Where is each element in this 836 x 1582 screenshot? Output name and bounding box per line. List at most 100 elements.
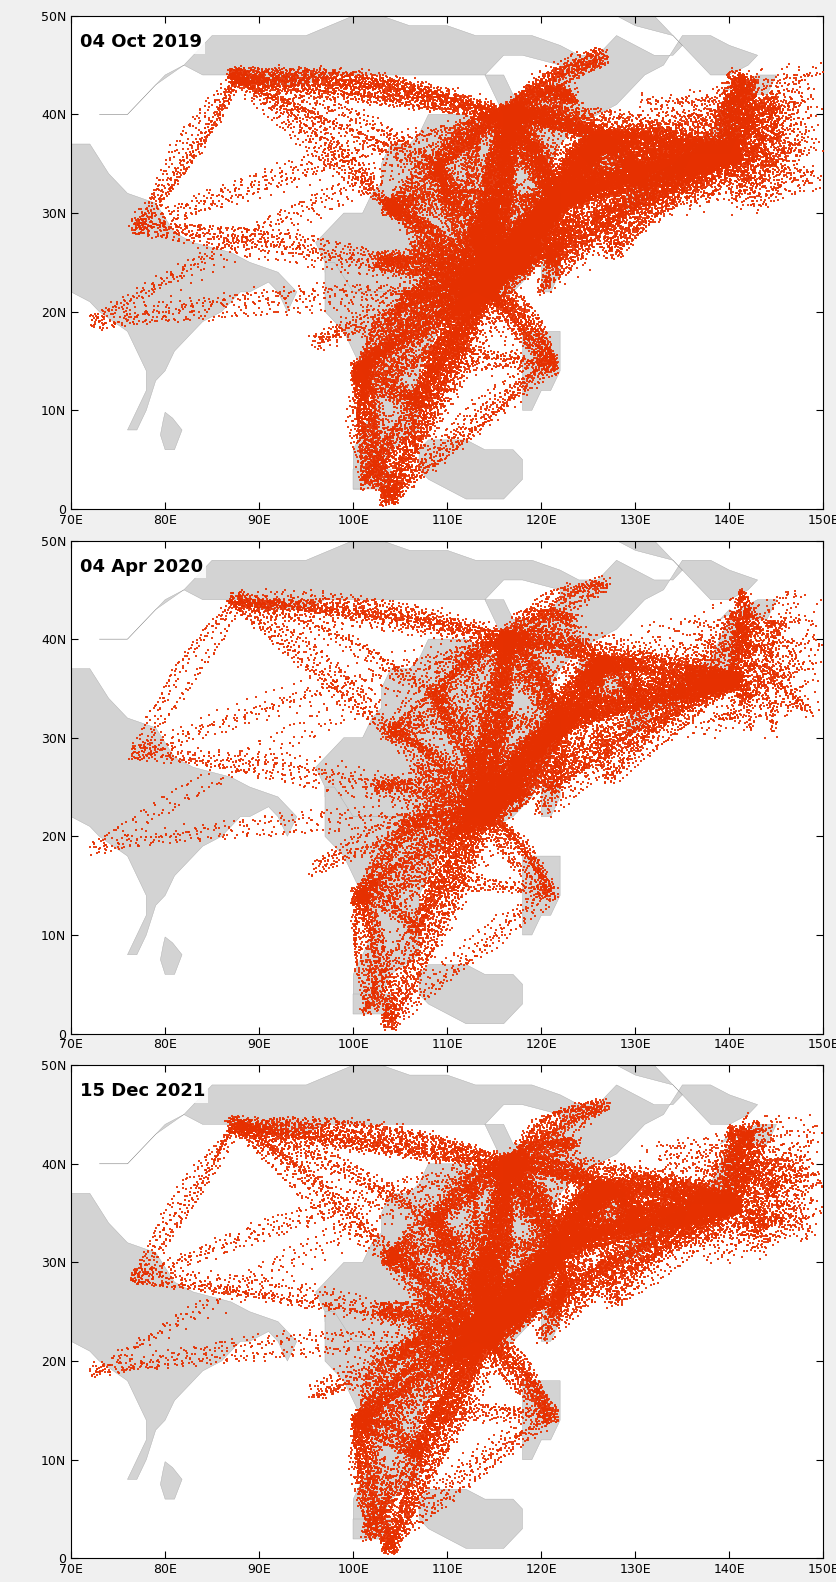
Point [672,1175,686,1201]
Point [603,655,616,680]
Point [525,231,538,256]
Point [621,666,635,691]
Point [767,631,781,657]
Point [411,913,425,938]
Point [521,747,534,772]
Point [473,1354,487,1380]
Point [147,1221,161,1247]
Point [452,350,466,375]
Point [748,1169,762,1194]
Point [439,85,452,111]
Point [417,1305,431,1330]
Point [324,1362,337,1387]
Point [507,1182,520,1207]
Point [502,157,516,182]
Point [462,291,476,316]
Point [706,155,719,180]
Point [442,1381,456,1406]
Point [537,725,550,750]
Point [487,721,501,747]
Point [625,694,639,720]
Point [400,445,413,470]
Point [569,1232,583,1258]
Point [565,190,579,215]
Point [558,188,572,214]
Point [410,919,423,944]
Point [545,1236,558,1261]
Point [443,161,456,187]
Point [741,73,754,98]
Point [466,1277,480,1302]
Point [457,802,471,827]
Point [181,1253,195,1278]
Point [629,1190,642,1215]
Point [538,97,552,122]
Point [470,182,483,207]
Point [563,109,576,134]
Point [465,215,478,240]
Point [431,1332,444,1357]
Point [472,791,486,816]
Point [298,1141,312,1166]
Point [691,672,705,698]
Point [569,144,583,169]
Point [394,1345,407,1370]
Point [538,1205,552,1231]
Point [722,127,736,152]
Point [485,1319,498,1345]
Point [743,1158,757,1183]
Point [722,139,736,165]
Point [472,701,486,726]
Point [623,1207,636,1232]
Point [477,1327,491,1353]
Point [699,668,712,693]
Point [718,664,732,690]
Point [567,682,580,707]
Point [487,142,500,168]
Point [712,1183,726,1209]
Point [497,263,510,288]
Point [557,1278,570,1304]
Point [491,245,504,271]
Point [648,1240,661,1266]
Point [468,256,482,282]
Point [354,1300,368,1326]
Point [716,142,730,168]
Point [630,165,644,190]
Point [486,133,499,158]
Point [484,1316,497,1342]
Point [510,1300,523,1326]
Point [460,1330,473,1356]
Point [518,835,532,861]
Point [590,658,604,683]
Point [545,769,558,794]
Point [499,687,512,712]
Point [457,1311,471,1337]
Point [506,1147,519,1172]
Point [490,214,503,239]
Point [561,1126,574,1152]
Point [536,875,549,900]
Point [607,134,620,160]
Point [483,1313,497,1338]
Point [410,1389,423,1414]
Point [420,644,433,669]
Point [460,242,473,267]
Point [476,267,489,293]
Point [484,804,497,829]
Point [456,831,469,856]
Point [588,149,601,174]
Point [538,236,551,261]
Point [710,666,723,691]
Point [739,1190,752,1215]
Point [474,1278,487,1304]
Point [487,206,501,231]
Point [208,1338,222,1364]
Point [435,310,448,335]
Point [455,677,468,702]
Point [426,147,440,172]
Point [474,209,487,234]
Point [401,424,415,449]
Point [504,123,517,149]
Point [469,1357,482,1383]
